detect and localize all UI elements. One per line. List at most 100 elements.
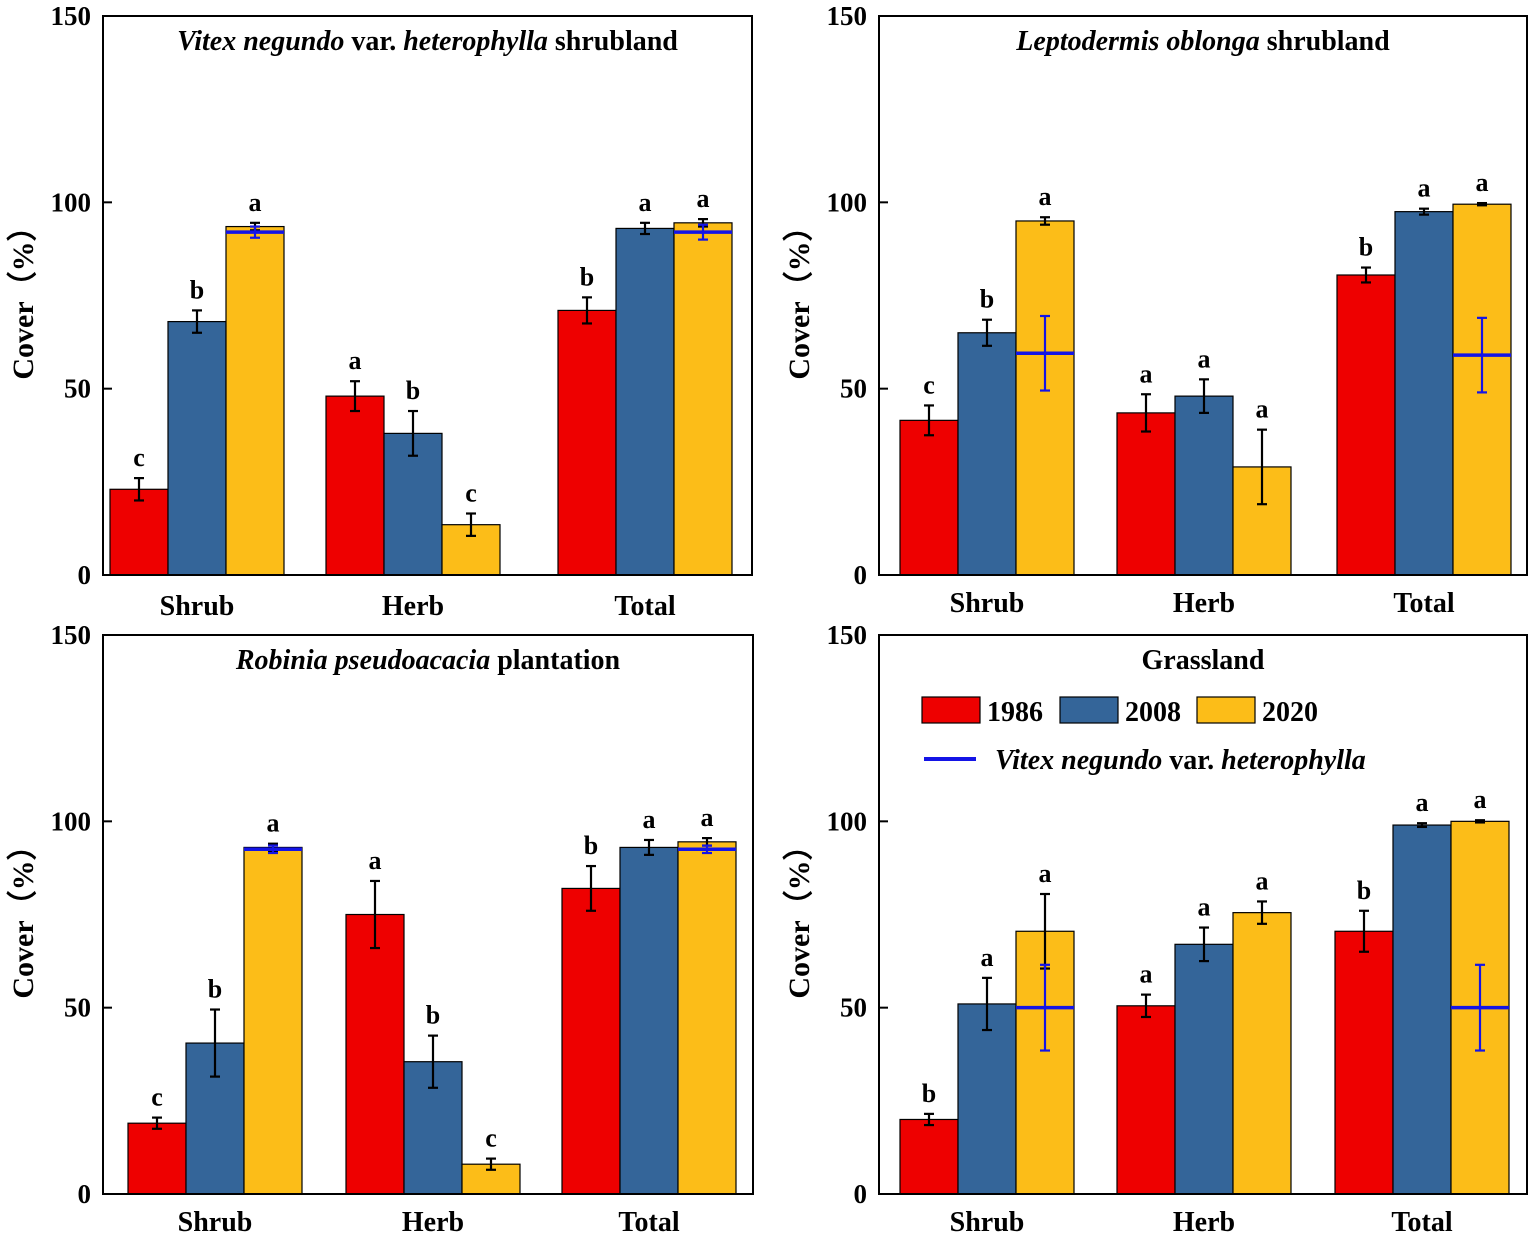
plot-frame [102,15,753,576]
error-bar-1986-shrub [924,404,934,437]
significance-label: c [151,1083,163,1112]
chart-title: Grassland [1142,645,1265,676]
bar-2008-herb [1174,395,1234,576]
significance-label: a [369,846,382,875]
error-bar-2008-shrub [982,976,992,1032]
significance-label: a [697,184,710,213]
plot-frame [102,634,754,1195]
significance-label: a [1256,395,1269,424]
significance-label: b [426,1001,440,1030]
significance-label: b [1359,233,1373,262]
significance-label: a [267,809,280,838]
vitex-marker-total [1453,316,1511,394]
text-part: var. [1162,745,1221,776]
chart-panel-1: c b a a b c b a a 0 50 100 150 Shrub Herb Total Cover（%）… [6,1,753,622]
y-axis-label: Cover（%） [782,830,816,998]
y-tick-label: 50 [840,374,867,404]
error-bar-2020-herb [466,512,476,537]
significance-label: a [1140,359,1153,388]
error-bar-2020-total [1477,201,1487,207]
significance-label: b [1357,876,1371,905]
y-tick-label: 150 [51,620,92,650]
significance-label: a [1476,168,1489,197]
y-axis-label: Cover（%） [782,211,816,379]
bar-2008-total [619,846,679,1195]
bar-2008-herb [1174,943,1234,1195]
text-part: Vitex negundo [177,26,344,57]
significance-label: c [465,479,477,508]
y-tick-label: 0 [78,560,92,590]
bar-1986-herb [345,913,405,1195]
legend-item-1986: 1986 [921,696,1043,728]
text-part: shrubland [548,26,678,57]
x-category-label: Total [1391,1207,1452,1238]
error-bar-1986-total [586,864,596,912]
bar-2020-total [673,222,733,576]
x-category-label: Herb [402,1207,464,1238]
x-category-label: Shrub [178,1207,253,1238]
bar-1986-shrub [127,1122,187,1195]
chart-title: Vitex negundo var. heterophylla shrublan… [177,26,678,57]
y-tick-label: 150 [827,620,868,650]
chart-panel-2: c b a a a a b a a 0 50 100 150 Shrub Herb Total Cover（%）… [782,1,1528,619]
text-part: heterophylla [403,26,548,57]
bar-1986-shrub [109,488,169,576]
text-part: plantation [490,645,620,676]
bar-2008-shrub [167,320,227,576]
bar-1986-total [557,309,617,576]
chart-panel-4: b a a a a a b a a 0 50 100 150 Shrub Herb Total Cover（%）… [782,620,1528,1238]
error-bar-1986-shrub [152,1116,162,1130]
error-bar-2020-herb [1257,428,1267,506]
text-part: Robinia pseudoacacia [235,645,490,676]
bar-2008-herb [383,432,443,576]
bar-1986-herb [1116,412,1176,576]
vitex-marker-shrub [244,844,302,855]
plot-frame [878,634,1528,1195]
error-bar-2008-total [640,221,650,236]
legend-vitex-label: Vitex negundo var. heterophylla [995,745,1366,776]
text-part: Grassland [1142,645,1265,676]
error-bar-2020-shrub [1040,216,1050,226]
error-bar-2020-herb [486,1157,496,1171]
error-bar-2020-herb [1257,900,1267,925]
significance-label: a [1039,859,1052,888]
x-category-label: Shrub [950,1207,1025,1238]
significance-label: a [1140,960,1153,989]
error-bar-1986-herb [350,380,360,413]
error-bar-2008-shrub [982,318,992,347]
significance-label: a [1418,174,1431,203]
bar-1986-herb [325,395,385,576]
y-axis-label: Cover（%） [6,211,40,379]
significance-label: a [981,943,994,972]
bar-1986-total [1336,274,1396,576]
bar-1986-shrub [899,1118,959,1195]
bar-2008-total [1394,211,1454,576]
chart-panel-3: c b a a b c b a a 0 50 100 150 Shrub Herb Total Cover（%）… [6,620,754,1238]
error-bar-1986-herb [370,879,380,950]
significance-label: a [1039,182,1052,211]
text-part: Leptodermis oblonga [1015,26,1259,57]
y-tick-label: 50 [64,993,91,1023]
y-tick-label: 0 [78,1179,92,1209]
legend-swatch [1196,696,1256,724]
significance-label: a [639,188,652,217]
x-category-label: Herb [1173,1207,1235,1238]
error-bar-1986-total [1359,909,1369,953]
error-bar-1986-herb [1141,393,1151,433]
bar-2020-herb [1232,912,1292,1195]
legend-swatch [921,696,981,724]
chart-title: Leptodermis oblonga shrubland [1015,26,1390,57]
error-bar-2008-herb [1199,378,1209,414]
bar-2020-total [677,841,737,1195]
x-category-label: Total [1393,588,1454,619]
legend-label: 1986 [987,697,1043,728]
significance-label: a [1198,893,1211,922]
significance-label: a [643,805,656,834]
y-tick-label: 50 [64,374,91,404]
error-bar-1986-herb [1141,993,1151,1019]
error-bar-2020-total [1475,819,1485,824]
x-category-label: Total [614,591,675,622]
significance-label: a [1416,788,1429,817]
y-tick-label: 100 [51,806,92,836]
significance-label: b [406,376,420,405]
